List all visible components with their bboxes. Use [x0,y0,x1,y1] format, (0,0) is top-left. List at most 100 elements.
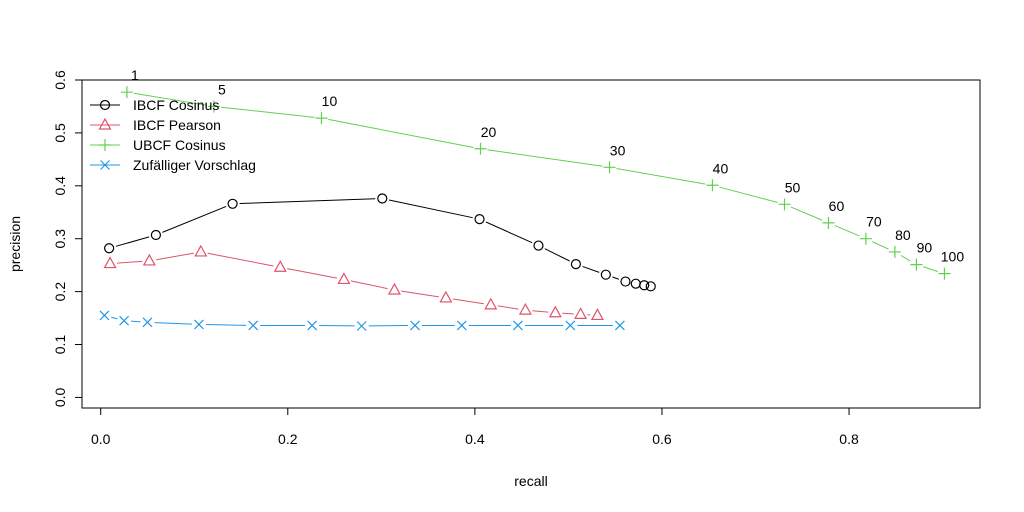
x-axis-title: recall [514,473,547,489]
series-segment [111,316,118,320]
data-point [639,280,650,291]
data-point [120,86,133,99]
point-label: 70 [866,214,882,230]
series-segment [719,186,778,204]
data-point [410,320,420,331]
series-segment [790,206,823,221]
y-tick-label: 0.2 [52,282,68,302]
data-point [910,258,923,271]
data-point [337,272,351,285]
series-3 [99,310,625,331]
point-label: 40 [713,160,729,176]
data-point [456,320,467,331]
legend-marker [98,117,112,130]
y-tick-label: 0.3 [52,229,68,249]
x-tick-label: 0.2 [278,431,298,447]
series-segment [117,260,143,264]
data-point [938,267,951,280]
point-label: 30 [610,142,626,158]
legend-item: IBCF Cosinus [90,97,219,113]
data-point [574,307,588,319]
series-segment [532,310,549,313]
data-point [194,319,204,330]
y-tick-label: 0.0 [52,387,68,407]
legend-label: UBCF Cosinus [133,137,226,153]
data-point [248,320,259,331]
series-2: 1 5 10 20 30 40 50 60 70 80 90 100 [120,67,965,280]
point-label: 60 [829,198,845,214]
x-tick-label: 0.6 [652,431,672,447]
y-tick-label: 0.5 [52,123,68,143]
data-point [356,321,367,331]
data-point [103,256,117,269]
data-point [227,198,238,209]
legend-label: IBCF Pearson [133,117,221,133]
legend-label: Zufälliger Vorschlag [133,157,256,173]
point-label: 50 [785,179,801,195]
data-point [600,269,611,280]
series-segment [239,198,376,205]
series-segment [834,225,860,237]
legend-label: IBCF Cosinus [133,97,219,113]
series-segment [497,305,519,310]
legend-marker [99,139,111,151]
point-label: 1 [131,67,139,83]
legend-marker [99,99,111,111]
x-axis: 0.0 0.2 0.4 0.6 0.8 [91,407,859,447]
point-label: 100 [941,249,965,265]
data-point [474,214,485,225]
series-segment [544,248,570,262]
point-label: 90 [917,240,933,256]
data-point [119,315,130,326]
data-point [614,320,625,331]
data-point [645,281,656,292]
series-segment [207,252,274,267]
series-segment [900,255,911,262]
data-point [706,179,719,192]
data-point [194,244,208,257]
data-point [142,317,153,328]
data-point [565,320,576,331]
data-point [518,302,532,315]
series-segment [582,265,600,273]
data-point [99,310,110,321]
series-segment [872,241,889,250]
point-label: 10 [322,93,338,109]
series-segment [133,92,208,106]
series-segment [922,266,938,272]
data-point [387,282,401,295]
point-label: 5 [218,81,226,97]
series-segment [115,236,150,247]
data-point [377,193,388,204]
y-axis: 0.0 0.1 0.2 0.3 0.4 0.5 0.6 [52,70,83,407]
data-point [512,320,523,331]
data-point [590,308,604,321]
point-label: 20 [481,124,497,140]
series-segment [328,118,474,148]
data-point [439,290,453,303]
y-tick-label: 0.6 [52,70,68,90]
data-point [620,276,631,287]
series-0 [104,193,656,292]
x-tick-label: 0.0 [91,431,111,447]
data-point [207,100,220,113]
data-point [307,320,318,331]
data-point [570,259,582,270]
series-segment [389,199,473,219]
data-point [104,243,115,254]
data-point [484,297,498,310]
data-point [142,253,156,266]
series-segment [401,290,440,298]
data-point [859,232,872,245]
y-tick-label: 0.4 [52,176,68,196]
series-segment [350,280,388,290]
legend: IBCF Cosinus IBCF Pearson UBCF Cosinus Zufä… [90,97,256,173]
series-segment [485,221,533,244]
data-point [548,305,562,318]
data-point [888,245,901,258]
legend-item: IBCF Pearson [90,117,221,133]
data-point [273,260,287,272]
series-segment [154,322,192,325]
